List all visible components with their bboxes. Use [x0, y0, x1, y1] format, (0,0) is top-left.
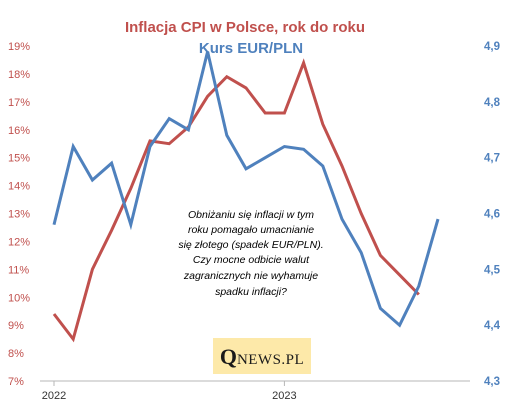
- eurpln-series-line: [52, 51, 440, 328]
- logo-background: [213, 338, 311, 374]
- left-axis-tick-label: 13%: [8, 209, 30, 221]
- left-axis-tick-label: 15%: [8, 153, 30, 165]
- left-axis-tick-label: 19%: [8, 41, 30, 53]
- annotation-line: zagranicznych nie wyhamuje: [183, 270, 318, 282]
- annotation-line: Czy mocne odbicie walut: [193, 254, 310, 266]
- left-axis-tick-label: 16%: [8, 125, 30, 137]
- annotation-line: Obniżaniu się inflacji w tym: [188, 209, 314, 221]
- left-axis-tick-label: 18%: [8, 69, 30, 81]
- right-axis-tick-label: 4,5: [484, 264, 501, 276]
- right-axis-tick-label: 4,3: [484, 376, 500, 388]
- right-axis-tick-label: 4,4: [484, 320, 501, 332]
- annotation-note: Obniżaniu się inflacji w tym roku pomaga…: [178, 209, 323, 298]
- left-axis-tick-label: 14%: [8, 181, 30, 193]
- left-axis-tick-label: 10%: [8, 292, 30, 304]
- left-axis-ticks: 19% 18% 17% 16% 15% 14% 13% 12% 11% 10% 9% 8% 7%: [8, 41, 30, 388]
- left-axis-tick-label: 9%: [8, 320, 24, 332]
- logo-rest: NEWS.PL: [237, 352, 304, 368]
- annotation-line: się złotego (spadek EUR/PLN).: [178, 239, 323, 251]
- right-axis-tick-label: 4,9: [484, 41, 500, 53]
- left-axis-tick-label: 17%: [8, 97, 30, 109]
- chart-subtitle: Kurs EUR/PLN: [199, 40, 303, 57]
- right-axis-tick-label: 4,8: [484, 97, 501, 109]
- annotation-line: spadku inflacji?: [215, 286, 287, 298]
- right-axis-tick-label: 4,7: [484, 153, 500, 165]
- x-axis-ticks: 2022 2023: [42, 381, 297, 402]
- annotation-line: roku pomagało umacnianie: [188, 224, 314, 236]
- series-layer: [52, 51, 440, 343]
- qnews-logo: QNEWS.PL: [213, 338, 311, 374]
- logo-text: QNEWS.PL: [220, 344, 304, 369]
- x-axis-tick-label: 2022: [42, 390, 66, 402]
- left-axis-tick-label: 12%: [8, 236, 30, 248]
- chart-title: Inflacja CPI w Polsce, rok do roku: [125, 19, 365, 36]
- right-axis-tick-label: 4,6: [484, 209, 500, 221]
- left-axis-tick-label: 7%: [8, 376, 24, 388]
- left-axis-tick-label: 8%: [8, 348, 24, 360]
- cpi-series-line: [52, 58, 420, 343]
- left-axis-tick-label: 11%: [8, 264, 29, 276]
- logo-q: Q: [220, 344, 237, 369]
- right-axis-ticks: 4,9 4,8 4,7 4,6 4,5 4,4 4,3: [484, 41, 501, 388]
- x-axis-tick-label: 2023: [272, 390, 296, 402]
